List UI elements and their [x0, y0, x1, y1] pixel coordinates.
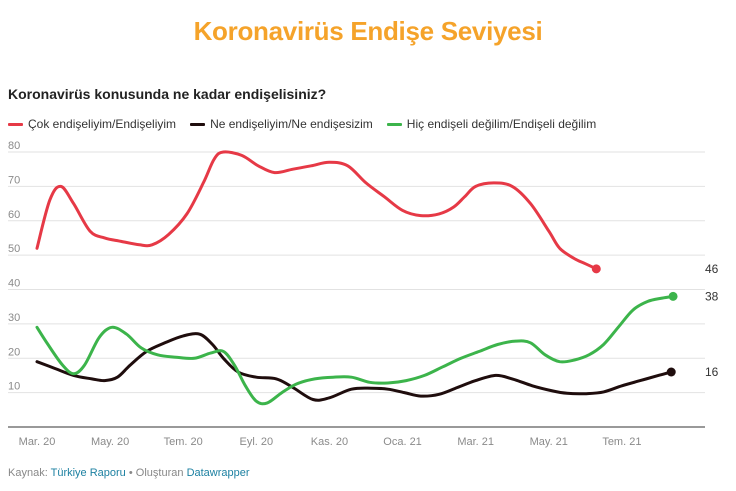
- x-tick-label: Mar. 20: [19, 436, 56, 448]
- legend-item-concerned: Çok endişeliyim/Endişeliyim: [8, 117, 176, 131]
- y-tick-label: 80: [8, 140, 20, 152]
- series-line-neutral: [35, 332, 673, 402]
- end-label-layer: 46 16 38: [705, 262, 719, 379]
- y-tick-label: 10: [8, 381, 20, 393]
- series-end-label: 38: [705, 289, 719, 303]
- x-tick-label: Kas. 20: [311, 436, 348, 448]
- axis-layer: Mar. 20 May. 20 Tem. 20 Eyl. 20 Kas. 20 Oca. …: [8, 426, 705, 448]
- x-tick-label: Eyl. 20: [240, 436, 274, 448]
- legend-label-neutral: Ne endişeliyim/Ne endişesizim: [210, 117, 373, 131]
- legend-item-neutral: Ne endişeliyim/Ne endişesizim: [190, 117, 373, 131]
- line-chart: 10 20 30 40 50 60 70 80 Mar. 20 May. 20 Tem. 20 Ey…: [8, 140, 719, 448]
- created-by-label: Oluşturan: [135, 467, 184, 479]
- footer-separator: •: [128, 467, 133, 479]
- chart-footer: Kaynak: Türkiye Raporu • Oluşturan Dataw…: [8, 467, 250, 479]
- series-line-concerned: [35, 150, 598, 271]
- y-tick-label: 30: [8, 312, 20, 324]
- legend-item-not-concerned: Hiç endişeli değilim/Endişeli değilim: [386, 117, 597, 131]
- x-tick-label: Tem. 21: [602, 436, 641, 448]
- y-tick-label: 70: [8, 174, 20, 186]
- chart-title: Koronavirüs Endişe Seviyesi: [193, 16, 543, 46]
- legend-label-concerned: Çok endişeliyim/Endişeliyim: [28, 117, 177, 131]
- chart-legend: Çok endişeliyim/Endişeliyim Ne endişeliy…: [8, 117, 610, 131]
- y-tick-label: 60: [8, 209, 20, 221]
- chart-subtitle: Koronavirüs konusunda ne kadar endişelis…: [8, 86, 327, 102]
- grid-layer: 10 20 30 40 50 60 70 80: [8, 140, 705, 394]
- series-end-label: 16: [705, 365, 719, 379]
- y-tick-label: 50: [8, 243, 20, 255]
- series-layer: [35, 150, 678, 406]
- x-tick-label: Oca. 21: [383, 436, 422, 448]
- y-tick-label: 40: [8, 278, 20, 290]
- x-tick-label: Mar. 21: [457, 436, 494, 448]
- series-end-point: [591, 264, 601, 274]
- x-tick-label: May. 20: [91, 436, 129, 448]
- y-tick-label: 20: [8, 346, 20, 358]
- source-label: Kaynak:: [8, 467, 48, 479]
- x-tick-label: May. 21: [530, 436, 568, 448]
- legend-swatch-not-concerned: [386, 122, 402, 126]
- series-end-point: [668, 291, 678, 301]
- legend-swatch-neutral: [190, 122, 206, 126]
- source-link[interactable]: Türkiye Raporu: [50, 467, 126, 479]
- x-tick-label: Tem. 20: [164, 436, 203, 448]
- tool-link[interactable]: Datawrapper: [186, 467, 250, 479]
- series-line-not-concerned: [35, 294, 675, 406]
- series-end-label: 46: [705, 262, 719, 276]
- legend-swatch-concerned: [8, 122, 23, 126]
- legend-label-not-concerned: Hiç endişeli değilim/Endişeli değilim: [406, 117, 597, 131]
- series-end-point: [666, 367, 676, 377]
